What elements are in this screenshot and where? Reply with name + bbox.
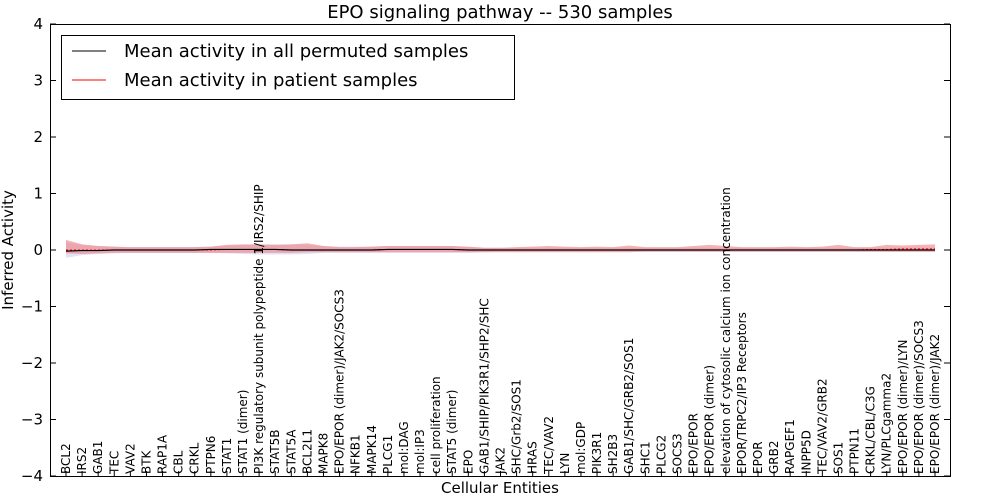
xtick-label-8: CRKL bbox=[188, 442, 202, 474]
xtick-label-33: PIK3R1 bbox=[590, 432, 604, 474]
legend: Mean activity in all permuted samples Me… bbox=[61, 35, 515, 100]
xtick-label-19: MAPK14 bbox=[365, 425, 379, 474]
xtick-label-27: JAK2 bbox=[494, 447, 508, 475]
x-axis: BCL2 IRS2 GAB1 TEC VAV2 BTK RAP1A CBL CRKL PTPN6 S… bbox=[59, 184, 942, 476]
xtick-label-46: INPP5D bbox=[799, 430, 813, 474]
xtick-label-7: CBL bbox=[172, 450, 186, 474]
xtick-label-10: STAT1 bbox=[220, 438, 234, 474]
series-lines bbox=[65, 248, 935, 252]
ytick-label-8: 4 bbox=[33, 15, 43, 33]
xtick-label-25: EPO bbox=[461, 450, 475, 474]
xtick-label-32: mol:GDP bbox=[574, 422, 588, 474]
ytick-label-7: 3 bbox=[33, 72, 43, 90]
x-axis-label: Cellular Entities bbox=[441, 479, 559, 497]
legend-label-patient: Mean activity in patient samples bbox=[124, 70, 418, 91]
xtick-label-35: GAB1/SHC/GRB2/SOS1 bbox=[622, 338, 636, 474]
xtick-label-37: PLCG2 bbox=[654, 435, 668, 474]
xtick-label-4: VAV2 bbox=[123, 443, 137, 474]
xtick-label-45: RAPGEF1 bbox=[783, 419, 797, 474]
xtick-label-0: BCL2 bbox=[59, 443, 73, 474]
xtick-label-1: IRS2 bbox=[75, 447, 89, 474]
chart-title: EPO signaling pathway -- 530 samples bbox=[327, 2, 673, 23]
ytick-label-2: −2 bbox=[21, 354, 43, 372]
xtick-label-28: SHC/Grb2/SOS1 bbox=[510, 379, 524, 474]
xtick-label-3: TEC bbox=[107, 451, 121, 475]
xtick-label-23: cell proliferation bbox=[429, 376, 443, 474]
xtick-label-20: PLCG1 bbox=[381, 435, 395, 474]
xtick-label-52: EPO/EPOR (dimer)/LYN bbox=[896, 340, 910, 474]
xtick-label-42: EPOR/TRPC2/IP3 Receptors bbox=[735, 312, 749, 474]
xtick-label-6: RAP1A bbox=[156, 434, 170, 474]
xtick-label-26: GAB1/SHIP/PIK3R1/SHP2/SHC bbox=[477, 298, 491, 474]
ytick-label-5: 1 bbox=[33, 185, 43, 203]
xtick-label-21: mol:DAG bbox=[397, 421, 411, 474]
y-axis: −4 −3 −2 −1 0 1 2 3 4 bbox=[21, 15, 950, 485]
confidence-bands bbox=[66, 239, 935, 258]
ytick-label-6: 2 bbox=[33, 128, 43, 146]
series-line-0 bbox=[65, 248, 935, 252]
xtick-label-34: SH2B3 bbox=[606, 434, 620, 474]
xtick-label-9: PTPN6 bbox=[204, 436, 218, 474]
xtick-label-15: BCL2L1 bbox=[300, 429, 314, 474]
band-series-1 bbox=[66, 239, 935, 254]
xtick-label-14: STAT5A bbox=[284, 429, 298, 474]
xtick-label-43: EPOR bbox=[751, 441, 765, 474]
xtick-label-24: STAT5 (dimer) bbox=[445, 390, 459, 474]
xtick-label-5: BTK bbox=[139, 449, 153, 474]
xtick-label-47: TEC/VAV2/GRB2 bbox=[815, 378, 829, 475]
xtick-label-48: SOS1 bbox=[831, 442, 845, 474]
xtick-label-38: SOCS3 bbox=[671, 433, 685, 474]
ytick-label-1: −3 bbox=[21, 411, 43, 429]
xtick-label-22: mol:IP3 bbox=[413, 429, 427, 474]
xtick-label-29: HRAS bbox=[526, 441, 540, 474]
xtick-label-16: MAPK8 bbox=[316, 433, 330, 474]
xtick-label-30: TEC/VAV2 bbox=[542, 416, 556, 475]
xtick-label-17: EPO/EPOR (dimer)/JAK2/SOCS3 bbox=[333, 289, 347, 474]
xtick-label-53: EPO/EPOR (dimer)/SOCS3 bbox=[912, 320, 926, 474]
xtick-label-2: GAB1 bbox=[91, 441, 105, 474]
legend-label-permuted: Mean activity in all permuted samples bbox=[124, 41, 468, 62]
ytick-label-3: −1 bbox=[21, 298, 43, 316]
xtick-label-12: PI3K regulatory subunit polypeptide 1/IR… bbox=[252, 184, 266, 474]
xtick-label-40: EPO/EPOR (dimer) bbox=[703, 365, 717, 474]
xtick-label-36: SHC1 bbox=[638, 441, 652, 474]
xtick-label-41: elevation of cytosolic calcium ion conce… bbox=[719, 187, 733, 474]
ytick-label-0: −4 bbox=[21, 467, 43, 485]
legend-box bbox=[61, 35, 515, 100]
ytick-label-4: 0 bbox=[33, 241, 43, 259]
xtick-label-51: LYN/PLCgamma2 bbox=[880, 373, 894, 474]
xtick-label-39: EPO/EPOR bbox=[687, 413, 701, 474]
xtick-label-31: LYN bbox=[558, 453, 572, 474]
xtick-label-18: NFKB1 bbox=[349, 434, 363, 474]
xtick-label-13: STAT5B bbox=[268, 430, 282, 475]
xtick-label-50: CRKL/CBL/C3G bbox=[864, 386, 878, 474]
xtick-label-44: GRB2 bbox=[767, 440, 781, 474]
xtick-label-49: PTPN11 bbox=[848, 428, 862, 474]
y-axis-label: Inferred Activity bbox=[0, 190, 17, 310]
xtick-label-54: EPO/EPOR (dimer)/JAK2 bbox=[928, 334, 942, 474]
xtick-label-11: STAT1 (dimer) bbox=[236, 390, 250, 474]
